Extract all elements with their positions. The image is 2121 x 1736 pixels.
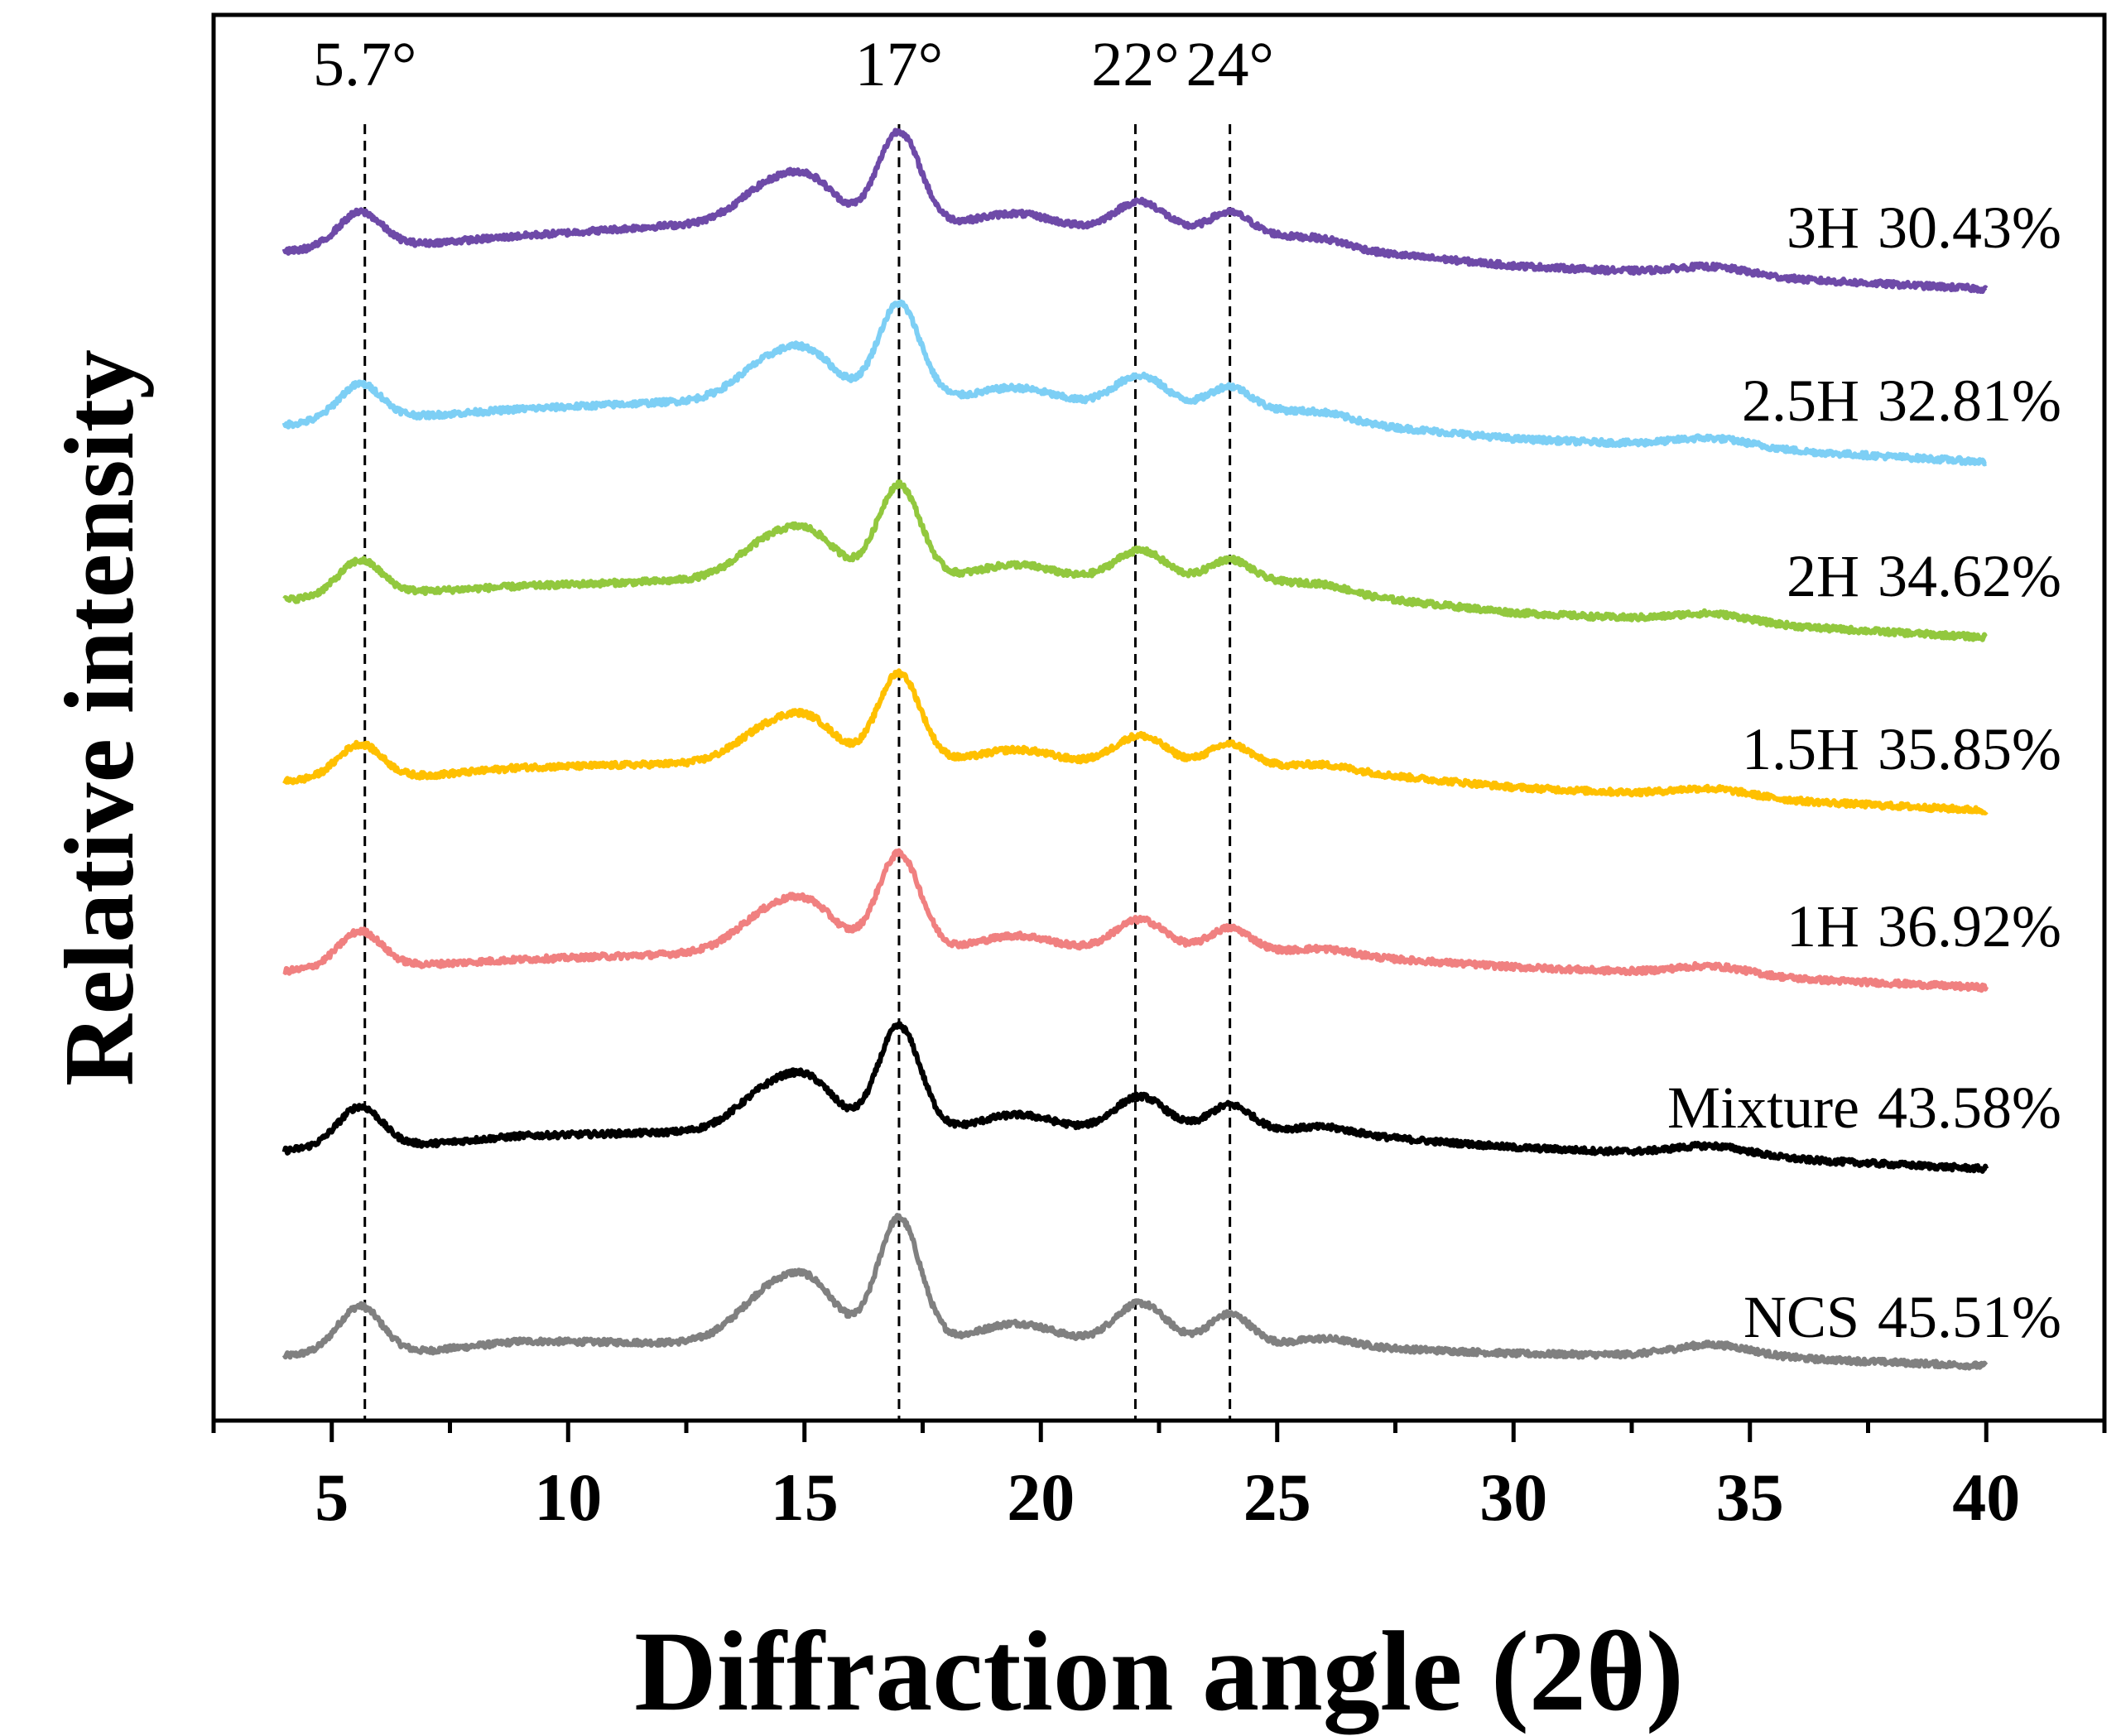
x-axis: 5 10 15 20 25 30 35 40 <box>211 1421 2107 1535</box>
x-tick-label: 5 <box>315 1459 349 1535</box>
x-tick-label: 15 <box>771 1459 839 1535</box>
x-tick-label: 20 <box>1007 1459 1075 1535</box>
series-line-mixture <box>281 1021 1989 1174</box>
series-label: 2.5H 32.81% <box>1742 368 2061 434</box>
series-label: NCS 45.51% <box>1743 1284 2061 1350</box>
x-tick-label: 30 <box>1479 1459 1547 1535</box>
series-value: 35.85% <box>1878 716 2061 782</box>
series-name: NCS <box>1743 1284 1859 1350</box>
series-value: 30.43% <box>1878 195 2061 261</box>
series-lines <box>281 127 1989 1371</box>
series-name: 2.5H <box>1742 368 1859 434</box>
reference-line-labels: 5.7° 17° 22° 24° <box>313 30 1274 99</box>
series-label: 1H 36.92% <box>1787 893 2061 959</box>
x-tick-label: 10 <box>534 1459 602 1535</box>
series-value: 34.62% <box>1878 543 2061 609</box>
series-name: 1H <box>1787 893 1859 959</box>
reference-line-label: 5.7° <box>313 30 416 99</box>
series-label: 1.5H 35.85% <box>1742 716 2061 782</box>
series-line-1-5h <box>282 668 1989 815</box>
series-name: 3H <box>1787 195 1859 261</box>
reference-line-label: 22° <box>1091 30 1179 99</box>
series-line-2-5h <box>281 299 1989 467</box>
reference-line-label: 17° <box>855 30 943 99</box>
series-value: 45.51% <box>1878 1284 2061 1350</box>
reference-line-label: 24° <box>1186 30 1273 99</box>
reference-lines <box>363 124 1232 1421</box>
y-axis-title: Relative intensity <box>44 349 154 1086</box>
x-axis-title: Diffraction angle (2θ) <box>634 1608 1684 1734</box>
series-name: Mixture <box>1667 1075 1859 1141</box>
series-line-3h <box>281 127 1989 295</box>
series-name: 2H <box>1787 543 1859 609</box>
x-tick-label: 25 <box>1243 1459 1311 1535</box>
series-label: 3H 30.43% <box>1787 195 2061 261</box>
series-line-2h <box>282 479 1989 642</box>
series-value: 43.58% <box>1878 1075 2061 1141</box>
series-value: 36.92% <box>1878 893 2061 959</box>
series-label: Mixture 43.58% <box>1667 1075 2061 1141</box>
x-tick-label: 40 <box>1952 1459 2020 1535</box>
x-tick-label: 35 <box>1716 1459 1784 1535</box>
series-labels: NCS 45.51% Mixture 43.58% 1H 36.92% 1.5H 35.85%… <box>1667 195 2061 1350</box>
series-line-1h <box>282 848 1989 993</box>
series-line-ncs <box>281 1213 1989 1371</box>
series-label: 2H 34.62% <box>1787 543 2061 609</box>
series-name: 1.5H <box>1742 716 1859 782</box>
series-value: 32.81% <box>1878 368 2061 434</box>
